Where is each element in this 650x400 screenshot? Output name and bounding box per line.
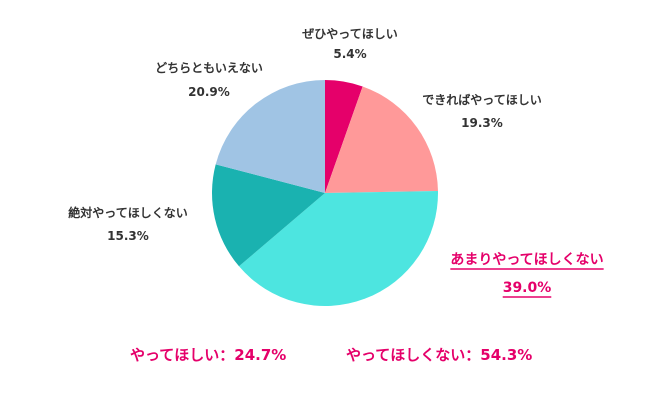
slice-label: どちらともいえない <box>155 61 263 75</box>
pie-slice <box>325 86 438 193</box>
slice-value-label: 19.3% <box>461 116 503 130</box>
slice-value-label: 20.9% <box>188 85 230 99</box>
summary-separator: ： <box>465 346 481 364</box>
pie-slice <box>239 191 438 306</box>
slice-value-label: 39.0% <box>503 280 552 296</box>
slice-value-label: 5.4% <box>333 47 366 61</box>
pie-slices <box>211 79 438 306</box>
slice-label: 絶対やってほしくない <box>68 205 187 220</box>
summary-dont-want-value: 54.3% <box>480 346 533 364</box>
slice-value-label: 15.3% <box>107 229 149 243</box>
pie-slice <box>215 79 325 193</box>
slice-label: あまりやってほしくない <box>450 252 603 268</box>
slice-label: ぜひやってほしい <box>302 27 397 41</box>
slice-label: できればやってほしい <box>422 92 541 107</box>
summary-want-label: やってほしい <box>130 346 220 364</box>
summary-dont-want-label: やってほしくない <box>346 346 466 364</box>
summary-separator: ： <box>219 346 235 364</box>
summary-want: やってほしい：24.7% <box>130 344 286 365</box>
pie-slice <box>211 164 325 267</box>
slice-labels: ぜひやってほしい 5.4% できればやってほしい 19.3% あまりやってほしくない 39… <box>68 27 604 298</box>
pie-slice <box>325 80 363 193</box>
summary-want-value: 24.7% <box>234 346 287 364</box>
summary-dont-want: やってほしくない：54.3% <box>346 344 532 365</box>
